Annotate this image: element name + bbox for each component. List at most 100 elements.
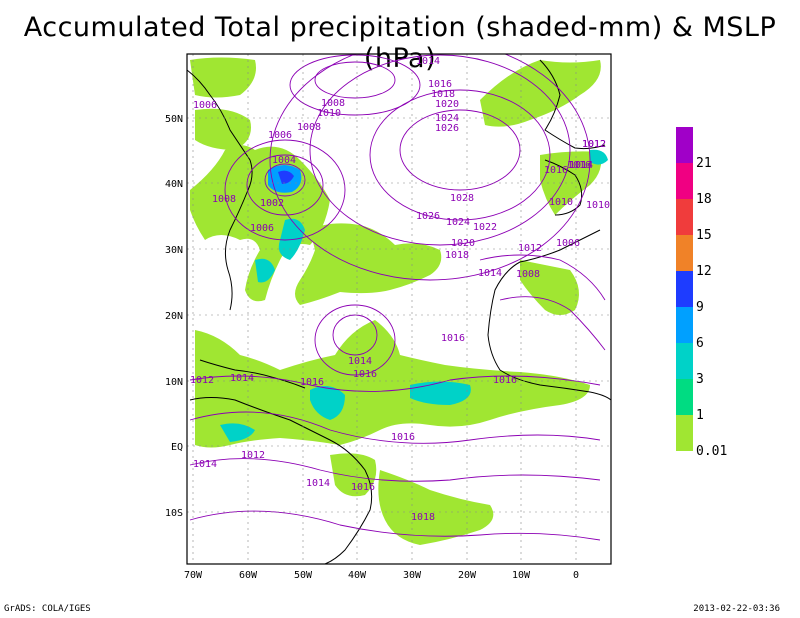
- isobar-label: 1014: [306, 478, 330, 489]
- isobar-label: 1014: [230, 373, 254, 384]
- precip-area: [410, 381, 471, 405]
- isobar-label: 1014: [569, 160, 593, 171]
- legend-swatch: [676, 415, 693, 451]
- isobar-label: 1016: [351, 482, 375, 493]
- legend-swatch: [676, 307, 693, 343]
- coastlines: [187, 59, 611, 564]
- europe-coast: [539, 59, 606, 150]
- isobar-label: 1016: [441, 333, 465, 344]
- legend-swatch: [676, 343, 693, 379]
- isobar-label: 1012: [582, 139, 606, 150]
- legend-swatch: [676, 379, 693, 415]
- precip-shading: [190, 57, 608, 545]
- precip-area: [378, 470, 494, 545]
- legend-label: 9: [696, 300, 704, 315]
- lat-label: 10N: [165, 377, 183, 388]
- lon-label: 70W: [184, 570, 203, 581]
- lat-label: 40N: [165, 179, 183, 190]
- isobar-label: 1006: [193, 100, 217, 111]
- precip-area: [480, 60, 601, 127]
- isobar-label: 1004: [272, 155, 296, 166]
- lon-label: 10W: [512, 570, 531, 581]
- lon-label: 40W: [348, 570, 367, 581]
- isobar-label: 1014: [478, 268, 502, 279]
- isobar-label: 1028: [450, 193, 474, 204]
- lat-label: EQ: [171, 442, 183, 453]
- legend-swatch: [676, 127, 693, 163]
- isobar-label: 1010: [317, 108, 341, 119]
- footer-timestamp: 2013-02-22-03:36: [693, 604, 780, 614]
- isobar-label: 1016: [544, 165, 568, 176]
- isobar-label: 1016: [567, 160, 591, 171]
- legend-swatch: [676, 199, 693, 235]
- south-america-coast: [189, 397, 373, 564]
- north-america-coast: [187, 69, 253, 311]
- isobar-label: 1016: [300, 377, 324, 388]
- isobar-label: 1012: [582, 139, 606, 150]
- isobar-label: 1026: [435, 123, 459, 134]
- legend-label: 15: [696, 228, 712, 243]
- isobar-label: 1008: [297, 122, 321, 133]
- precip-area: [255, 258, 275, 283]
- lon-label: 30W: [403, 570, 422, 581]
- legend-swatch: [676, 235, 693, 271]
- precip-area: [220, 423, 255, 442]
- legend-label: 1: [696, 408, 704, 423]
- legend-label: 18: [696, 192, 712, 207]
- precip-area: [295, 223, 442, 305]
- isobar-label: 1016: [493, 375, 517, 386]
- isobar-label: 1016: [353, 369, 377, 380]
- lon-label: 0: [573, 570, 579, 581]
- legend-label: 21: [696, 156, 712, 171]
- isobar-label: 1022: [473, 222, 497, 233]
- latitude-axis: 50N 40N 30N 20N 10N EQ 10S: [165, 114, 183, 519]
- precip-area: [195, 320, 590, 448]
- isobar-label: 1008: [321, 98, 345, 109]
- precip-area: [278, 170, 294, 184]
- isobar-label: 1012: [518, 243, 542, 254]
- map-frame: [186, 53, 612, 565]
- africa-coast: [487, 229, 611, 401]
- footer-credit: GrADS: COLA/IGES: [4, 604, 91, 614]
- isobar-label: 1010: [586, 200, 610, 211]
- legend-label: 0.01: [696, 444, 728, 459]
- isobar-label: 1012: [241, 450, 265, 461]
- isobar-label: 1014: [569, 160, 593, 171]
- isobar-label: 1006: [268, 130, 292, 141]
- isobar-label: 1024: [435, 113, 459, 124]
- precip-area: [520, 260, 579, 315]
- precip-area: [310, 386, 345, 420]
- isobar-label: 1010: [549, 197, 573, 208]
- lon-label: 20W: [458, 570, 477, 581]
- lat-label: 20N: [165, 311, 183, 322]
- lat-label: 30N: [165, 245, 183, 256]
- isobar-label: 1018: [431, 89, 455, 100]
- isobar-label: 1020: [451, 238, 475, 249]
- isobar-label: 1018: [445, 250, 469, 261]
- isobar-label: 1014: [348, 356, 372, 367]
- precip-area: [540, 151, 602, 215]
- isobar-label: 1020: [435, 99, 459, 110]
- precip-area: [190, 57, 256, 98]
- isobar-label: 1016: [391, 432, 415, 443]
- isobar-label: 1014: [416, 56, 440, 67]
- isobar-label: 1008: [212, 194, 236, 205]
- grid-lines: [187, 54, 611, 564]
- isobar-label: 1026: [416, 211, 440, 222]
- legend-swatch: [676, 163, 693, 199]
- isobar-label: 1006: [556, 238, 580, 249]
- precip-area: [590, 149, 608, 165]
- page-title: Accumulated Total precipitation (shaded-…: [23, 12, 777, 74]
- precip-area: [330, 453, 377, 497]
- legend-label: 6: [696, 336, 704, 351]
- isobar-label: 1002: [260, 198, 284, 209]
- isobar-label: 1008: [516, 269, 540, 280]
- caribbean-coast: [199, 359, 306, 389]
- longitude-axis: 70W 60W 50W 40W 30W 20W 10W 0: [184, 570, 579, 581]
- legend-label: 3: [696, 372, 704, 387]
- lon-label: 50W: [294, 570, 313, 581]
- lon-label: 60W: [239, 570, 258, 581]
- legend-label: 12: [696, 264, 712, 279]
